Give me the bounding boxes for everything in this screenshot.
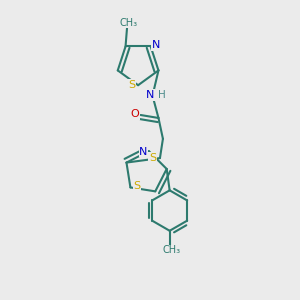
Text: H: H xyxy=(158,90,165,100)
Text: S: S xyxy=(128,80,135,90)
Text: CH₃: CH₃ xyxy=(162,245,180,255)
Text: N: N xyxy=(140,147,148,157)
Text: S: S xyxy=(134,181,140,191)
Text: S: S xyxy=(149,152,156,163)
Text: N: N xyxy=(146,90,154,100)
Text: CH₃: CH₃ xyxy=(119,18,138,28)
Text: O: O xyxy=(130,109,139,119)
Text: N: N xyxy=(152,40,160,50)
